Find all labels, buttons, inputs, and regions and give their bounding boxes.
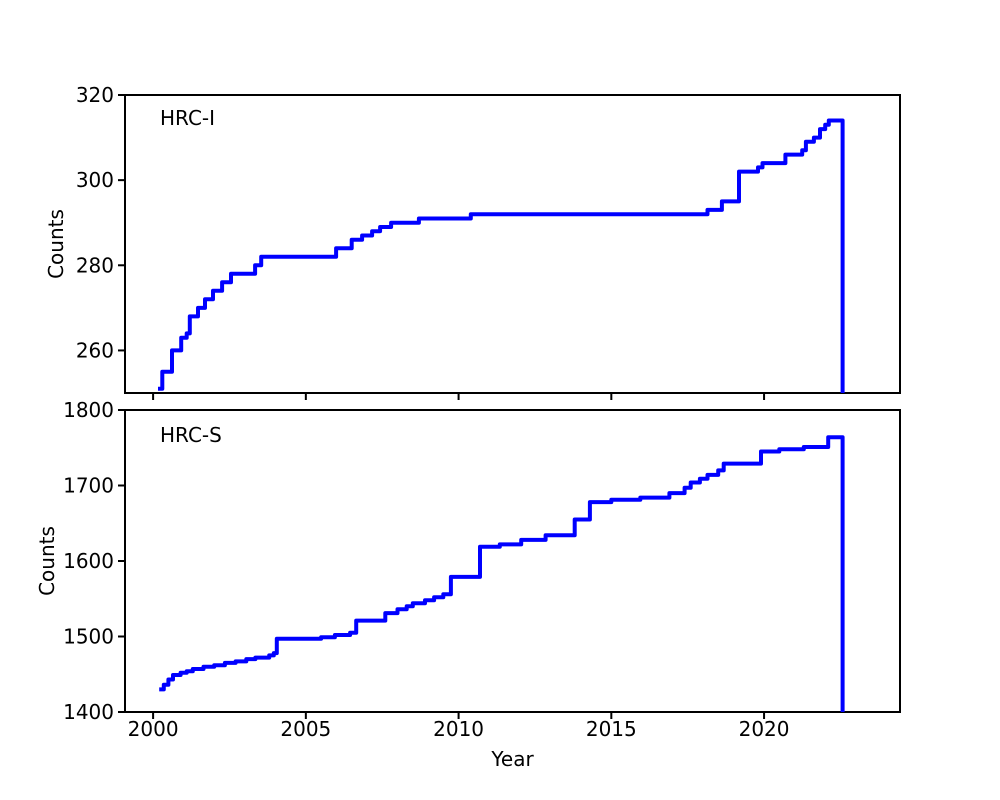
y-tick-label: 280 xyxy=(76,253,114,277)
x-tick-label: 2010 xyxy=(433,717,484,741)
series-line-hrc-s xyxy=(159,435,845,712)
y-tick-label: 1400 xyxy=(63,700,114,724)
axes-frame xyxy=(124,94,901,394)
series-line-hrc-i xyxy=(158,118,845,393)
axes-frame xyxy=(124,409,901,713)
y-tick-label: 300 xyxy=(76,168,114,192)
x-tick-label: 2015 xyxy=(586,717,637,741)
y-tick-label: 1600 xyxy=(63,549,114,573)
hrc-i-ylabel: Counts xyxy=(44,209,68,279)
y-tick-label: 260 xyxy=(76,338,114,362)
year-axis-label: Year xyxy=(491,747,534,771)
y-tick-label: 1700 xyxy=(63,474,114,498)
x-tick-label: 2020 xyxy=(739,717,790,741)
hrc-s-ylabel: Counts xyxy=(35,526,59,596)
hrc-i-label: HRC-I xyxy=(160,106,216,130)
hrc-s-label: HRC-S xyxy=(160,423,222,447)
x-tick-label: 2000 xyxy=(128,717,179,741)
x-tick-label: 2005 xyxy=(280,717,331,741)
y-tick-label: 1500 xyxy=(63,625,114,649)
y-tick-label: 1800 xyxy=(63,398,114,422)
y-tick-label: 320 xyxy=(76,83,114,107)
